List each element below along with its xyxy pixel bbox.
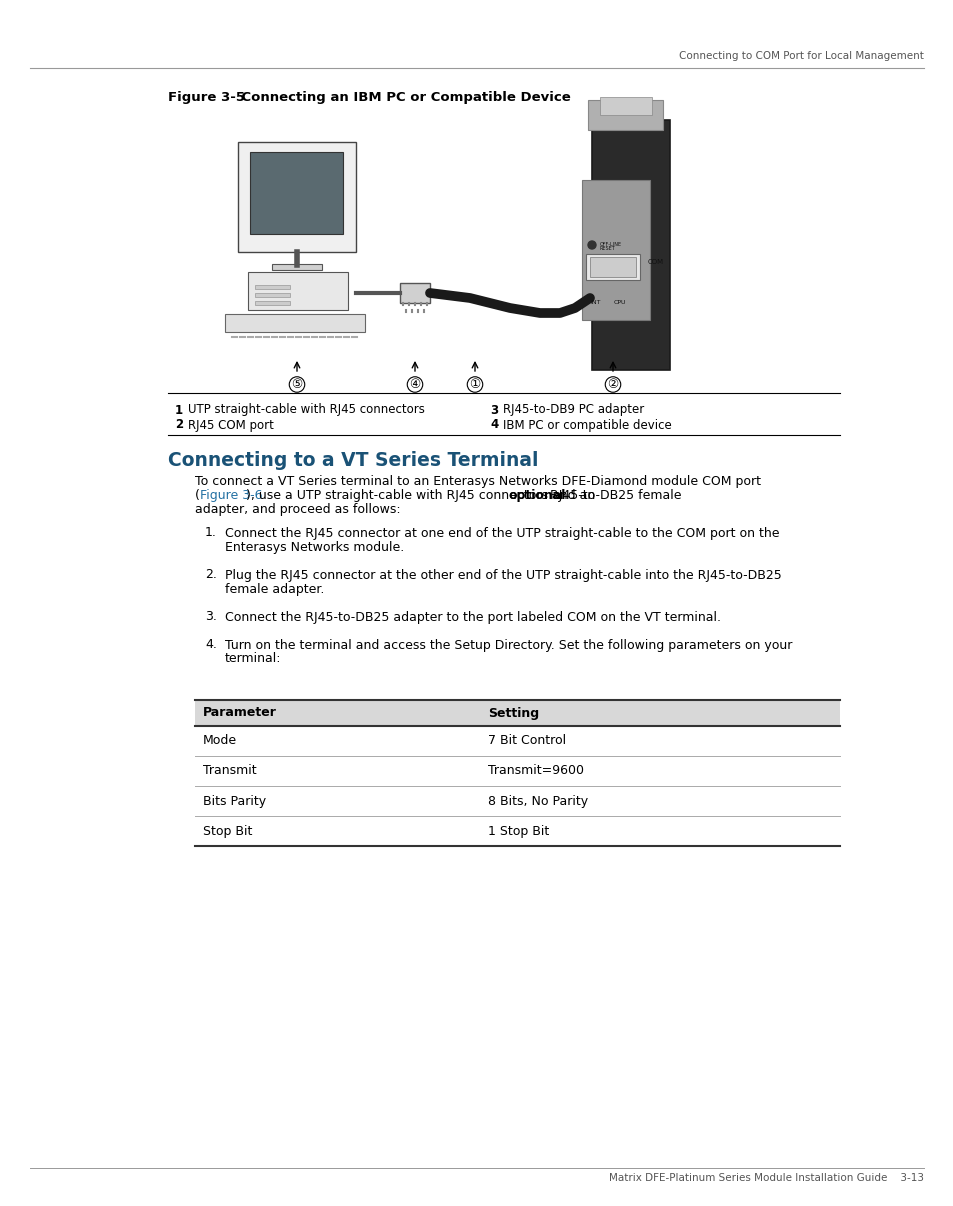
Text: RJ45 COM port: RJ45 COM port (188, 418, 274, 432)
Bar (599, 96, 651, 115)
Text: 3.: 3. (205, 610, 216, 624)
Bar (237, 142, 355, 252)
Text: Connect the RJ45 connector at one end of the UTP straight-cable to the COM port : Connect the RJ45 connector at one end of… (225, 527, 779, 539)
Text: female adapter.: female adapter. (225, 582, 324, 596)
Bar (250, 152, 343, 234)
Text: Enterasys Networks module.: Enterasys Networks module. (225, 540, 404, 554)
Circle shape (587, 241, 596, 248)
Text: 2.: 2. (205, 568, 216, 581)
Text: COM: COM (647, 259, 663, 265)
Text: UTP straight-cable with RJ45 connectors: UTP straight-cable with RJ45 connectors (188, 404, 424, 416)
Bar (587, 100, 662, 130)
Text: Parameter: Parameter (203, 707, 276, 720)
Text: Stop Bit: Stop Bit (203, 825, 253, 837)
Text: adapter, and proceed as follows:: adapter, and proceed as follows: (194, 503, 400, 516)
Text: ①: ① (469, 377, 480, 391)
Text: Connecting to a VT Series Terminal: Connecting to a VT Series Terminal (168, 451, 537, 469)
Text: 7 Bit Control: 7 Bit Control (488, 734, 565, 748)
Text: terminal:: terminal: (225, 652, 281, 666)
Bar (254, 302, 290, 305)
Bar (272, 264, 322, 270)
Text: Plug the RJ45 connector at the other end of the UTP straight-cable into the RJ45: Plug the RJ45 connector at the other end… (225, 568, 781, 581)
Text: Mode: Mode (203, 734, 237, 748)
Text: Connecting an IBM PC or Compatible Device: Connecting an IBM PC or Compatible Devic… (223, 90, 570, 104)
Text: Figure 3-5: Figure 3-5 (168, 90, 245, 104)
Bar (248, 273, 348, 310)
Text: Connecting to COM Port for Local Management: Connecting to COM Port for Local Managem… (679, 51, 923, 62)
Text: Setting: Setting (488, 707, 538, 720)
Text: Transmit=9600: Transmit=9600 (488, 765, 583, 778)
Text: 4: 4 (490, 418, 497, 432)
Text: 1: 1 (174, 404, 183, 416)
Text: 1.: 1. (205, 527, 216, 539)
Text: To connect a VT Series terminal to an Enterasys Networks DFE-Diamond module COM : To connect a VT Series terminal to an En… (194, 475, 760, 488)
Text: RJ45-to-DB25 female: RJ45-to-DB25 female (545, 490, 680, 503)
Bar (254, 285, 290, 289)
Text: Connect the RJ45-to-DB25 adapter to the port labeled COM on the VT terminal.: Connect the RJ45-to-DB25 adapter to the … (225, 610, 720, 624)
Text: Bits Parity: Bits Parity (203, 795, 266, 808)
Text: 1 Stop Bit: 1 Stop Bit (488, 825, 549, 837)
Text: ④: ④ (409, 377, 420, 391)
Text: ), use a UTP straight-cable with RJ45 connectors and an: ), use a UTP straight-cable with RJ45 co… (246, 490, 599, 503)
Text: Figure 3-6: Figure 3-6 (199, 490, 262, 503)
Text: 3: 3 (490, 404, 497, 416)
Text: 8 Bits, No Parity: 8 Bits, No Parity (488, 795, 587, 808)
Bar (225, 314, 365, 332)
Text: optional: optional (508, 490, 565, 503)
Text: ②: ② (607, 377, 618, 391)
Bar (194, 699, 840, 726)
Text: INT: INT (589, 299, 599, 304)
Text: OFF-LINE: OFF-LINE (599, 241, 621, 246)
Text: (: ( (194, 490, 200, 503)
Text: RJ45-to-DB9 PC adapter: RJ45-to-DB9 PC adapter (502, 404, 643, 416)
Text: IBM PC or compatible device: IBM PC or compatible device (502, 418, 671, 432)
Bar (399, 283, 430, 303)
Bar (581, 180, 649, 320)
Text: 2: 2 (174, 418, 183, 432)
Text: 4.: 4. (205, 638, 216, 651)
Bar (254, 293, 290, 297)
Text: RESET: RESET (599, 246, 615, 252)
Bar (585, 254, 639, 280)
Text: Transmit: Transmit (203, 765, 256, 778)
Text: Matrix DFE-Platinum Series Module Installation Guide    3-13: Matrix DFE-Platinum Series Module Instal… (608, 1173, 923, 1183)
Bar (589, 257, 636, 277)
Bar (160, 112, 840, 380)
Text: CPU: CPU (614, 299, 626, 304)
Text: ⑤: ⑤ (291, 377, 302, 391)
Bar (592, 121, 669, 370)
Text: Turn on the terminal and access the Setup Directory. Set the following parameter: Turn on the terminal and access the Setu… (225, 638, 792, 651)
